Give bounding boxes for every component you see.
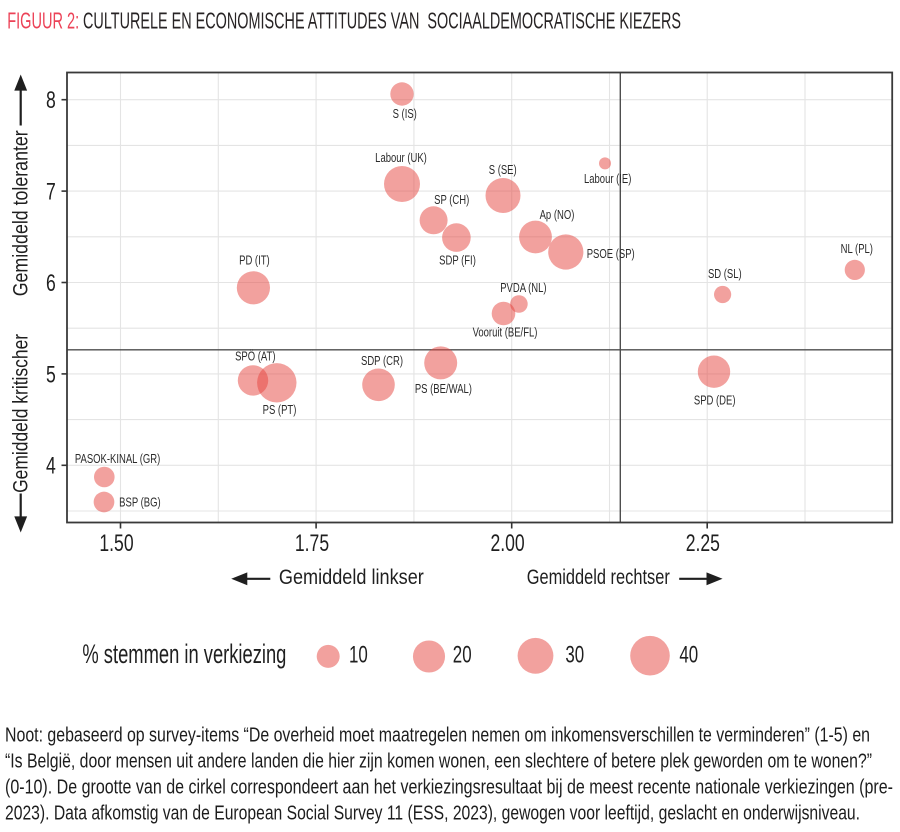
svg-text:PSOE (SP): PSOE (SP) (587, 248, 635, 262)
svg-text:10: 10 (349, 642, 368, 669)
svg-text:SDP (FI): SDP (FI) (439, 254, 476, 268)
svg-text:Gemiddeld toleranter: Gemiddeld toleranter (9, 130, 33, 296)
svg-text:20: 20 (453, 642, 472, 669)
svg-text:SPÖ (AT): SPÖ (AT) (235, 350, 276, 364)
svg-text:SD (SL): SD (SL) (708, 268, 742, 282)
svg-text:SPD (DE): SPD (DE) (694, 394, 736, 408)
svg-text:“Is België, door mensen uit an: “Is België, door mensen uit andere lande… (5, 751, 872, 773)
svg-text:PS (BE/WAL): PS (BE/WAL) (415, 383, 472, 397)
svg-text:1.50: 1.50 (99, 530, 133, 557)
svg-text:4: 4 (46, 453, 56, 480)
svg-text:Gemiddeld rechtser: Gemiddeld rechtser (527, 565, 670, 589)
svg-text:Gemiddeld linkser: Gemiddeld linkser (279, 565, 424, 589)
svg-text:2.25: 2.25 (686, 530, 720, 557)
svg-text:NL (PL): NL (PL) (841, 243, 874, 257)
svg-text:PASOK-KINAL (GR): PASOK-KINAL (GR) (75, 453, 161, 467)
svg-text:(0-10). De grootte van de cirk: (0-10). De grootte van de cirkel corresp… (5, 777, 893, 799)
svg-text:2.00: 2.00 (491, 530, 525, 557)
svg-text:7: 7 (46, 179, 56, 206)
svg-text:SDP (CR): SDP (CR) (361, 355, 403, 369)
svg-text:SP (CH): SP (CH) (434, 194, 469, 208)
svg-text:FIGUUR 2:: FIGUUR 2: (7, 8, 79, 34)
svg-text:Vooruit (BE/FL): Vooruit (BE/FL) (473, 326, 538, 340)
svg-text:% stemmen in verkiezing: % stemmen in verkiezing (82, 639, 286, 669)
svg-text:PD (IT): PD (IT) (239, 254, 270, 268)
svg-text:Ap (NO): Ap (NO) (540, 209, 575, 223)
svg-text:Labour (IE): Labour (IE) (584, 173, 632, 187)
svg-text:S (SE): S (SE) (489, 164, 517, 178)
svg-text:Noot: gebaseerd op survey-item: Noot: gebaseerd op survey-items “De over… (5, 725, 870, 747)
svg-text:2023). Data afkomstig van de E: 2023). Data afkomstig van de European So… (5, 803, 860, 825)
svg-text:8: 8 (46, 87, 56, 114)
svg-text:1.75: 1.75 (295, 530, 329, 557)
svg-text:6: 6 (46, 270, 56, 297)
svg-text:30: 30 (565, 642, 584, 669)
svg-text:PS (PT): PS (PT) (263, 404, 297, 418)
svg-text:Gemiddeld kritischer: Gemiddeld kritischer (9, 334, 33, 493)
svg-text:S (IS): S (IS) (393, 108, 417, 122)
svg-text:5: 5 (46, 361, 56, 388)
svg-text:40: 40 (679, 642, 698, 669)
svg-text:Labour (UK): Labour (UK) (375, 152, 427, 166)
svg-text:BSP (BG): BSP (BG) (119, 496, 161, 510)
svg-text:CULTURELE EN ECONOMISCHE ATTIT: CULTURELE EN ECONOMISCHE ATTITUDES VAN S… (83, 8, 681, 34)
svg-text:PVDA (NL): PVDA (NL) (500, 282, 547, 296)
